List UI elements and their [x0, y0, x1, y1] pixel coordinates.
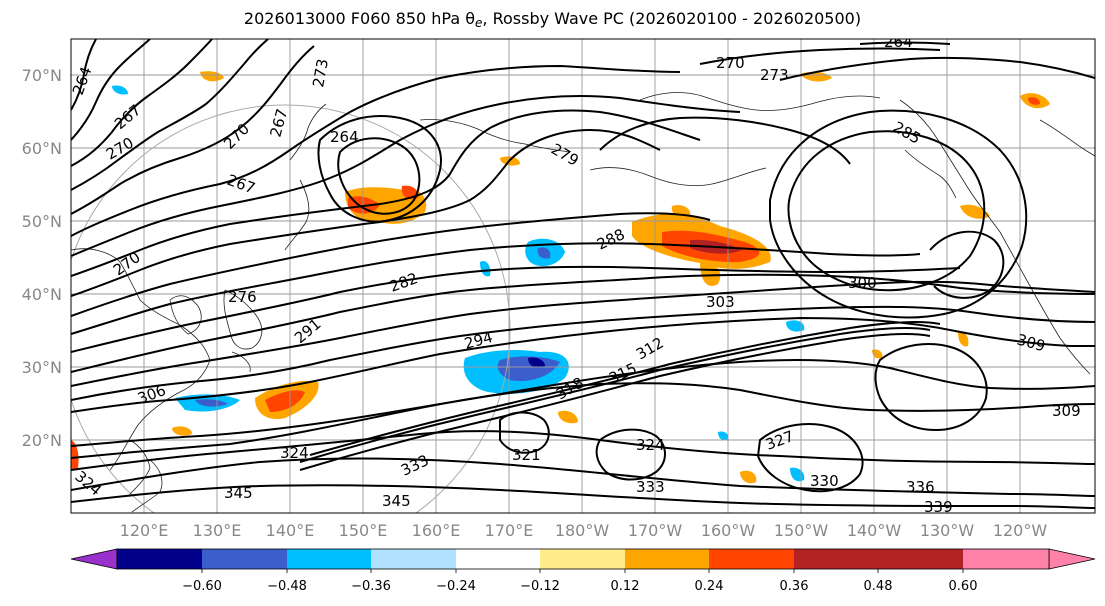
colorbar-tick-label: −0.12 — [520, 579, 560, 594]
colorbar-segment — [625, 549, 709, 569]
colorbar-segment — [878, 549, 963, 569]
coastlines — [71, 92, 1095, 513]
colorbar-segment — [794, 549, 878, 569]
lon-label-160e: 160°E — [412, 521, 461, 540]
lon-label-140w: 140°W — [847, 521, 902, 540]
latitude-labels: 70°N 60°N 50°N 40°N 30°N 20°N — [22, 66, 62, 450]
lon-label-150e: 150°E — [339, 521, 388, 540]
lon-label-170e: 170°E — [485, 521, 534, 540]
lat-label-40n: 40°N — [22, 285, 62, 304]
lon-label-120e: 120°E — [120, 521, 169, 540]
colorbar-segment — [709, 549, 794, 569]
lon-label-140e: 140°E — [266, 521, 315, 540]
lon-label-150w: 150°W — [774, 521, 829, 540]
contour-label-273: 273 — [309, 57, 332, 88]
colorbar-tick-label: 0.12 — [611, 579, 640, 594]
lon-label-180w: 180°W — [555, 521, 610, 540]
lon-label-130w: 130°W — [920, 521, 975, 540]
colorbar-tick-label: −0.60 — [182, 579, 222, 594]
contour-label-333: 333 — [636, 478, 665, 496]
colorbar-tick-label: 0.60 — [949, 579, 978, 594]
contour-label-303: 303 — [706, 293, 735, 311]
lon-label-130e: 130°E — [193, 521, 242, 540]
contour-label-324b: 324 — [280, 444, 309, 462]
colorbar-frame — [116, 548, 1050, 570]
map-plot-area: 264 267 270 270 267 267 273 264 270 276 … — [71, 33, 1095, 516]
colorbar-tick-label: 0.24 — [695, 579, 724, 594]
theta-e-contours — [71, 39, 1095, 509]
anomaly-shading — [71, 71, 1050, 484]
colorbar-tick-label: −0.24 — [436, 579, 476, 594]
colorbar-tick-label: 0.36 — [780, 579, 809, 594]
lat-label-30n: 30°N — [22, 358, 62, 377]
lat-label-20n: 20°N — [22, 431, 62, 450]
map-frame — [70, 38, 1096, 514]
contour-label-330: 330 — [810, 472, 839, 490]
colorbar-extend-max — [1048, 548, 1096, 570]
lon-label-170w: 170°W — [628, 521, 683, 540]
lon-label-160w: 160°W — [701, 521, 756, 540]
colorbar-segment — [287, 549, 371, 569]
contour-label-264c: 264 — [884, 33, 913, 51]
lat-label-70n: 70°N — [22, 66, 62, 85]
graticule — [71, 39, 1095, 513]
contour-label-336: 336 — [906, 478, 935, 496]
lat-label-50n: 50°N — [22, 212, 62, 231]
contour-label-300: 300 — [848, 274, 877, 292]
colorbar-tick-label: 0.48 — [864, 579, 893, 594]
colorbar-tick-label: −0.36 — [351, 579, 391, 594]
colorbar: −0.60 −0.48 −0.36 −0.24 −0.12 0.12 0.24 … — [70, 548, 1096, 594]
colorbar-segment — [117, 549, 202, 569]
colorbar-segment — [963, 549, 1049, 569]
colorbar-tick-marks — [201, 569, 964, 573]
contour-label-273b: 273 — [760, 66, 789, 84]
lon-label-120w: 120°W — [993, 521, 1048, 540]
contour-label-324: 324 — [636, 436, 665, 454]
lat-label-60n: 60°N — [22, 139, 62, 158]
contour-label-321: 321 — [512, 446, 541, 464]
contour-label-345b: 345 — [382, 492, 411, 510]
contour-label-270d: 270 — [716, 54, 745, 72]
colorbar-segment — [371, 549, 456, 569]
contour-label-345: 345 — [224, 484, 253, 502]
map-title: 2026013000 F060 850 hPa θe, Rossby Wave … — [243, 9, 862, 30]
contour-label-276: 276 — [228, 288, 257, 306]
colorbar-segment — [456, 549, 540, 569]
longitude-labels: 120°E 130°E 140°E 150°E 160°E 170°E 180°… — [120, 521, 1048, 540]
contour-label-309b: 309 — [1052, 402, 1081, 420]
contour-label-339: 339 — [924, 498, 953, 516]
colorbar-extend-min — [70, 548, 118, 570]
colorbar-segment — [540, 549, 625, 569]
colorbar-tick-label: −0.48 — [267, 579, 307, 594]
contour-label-264b: 264 — [330, 128, 359, 146]
colorbar-segment — [202, 549, 287, 569]
